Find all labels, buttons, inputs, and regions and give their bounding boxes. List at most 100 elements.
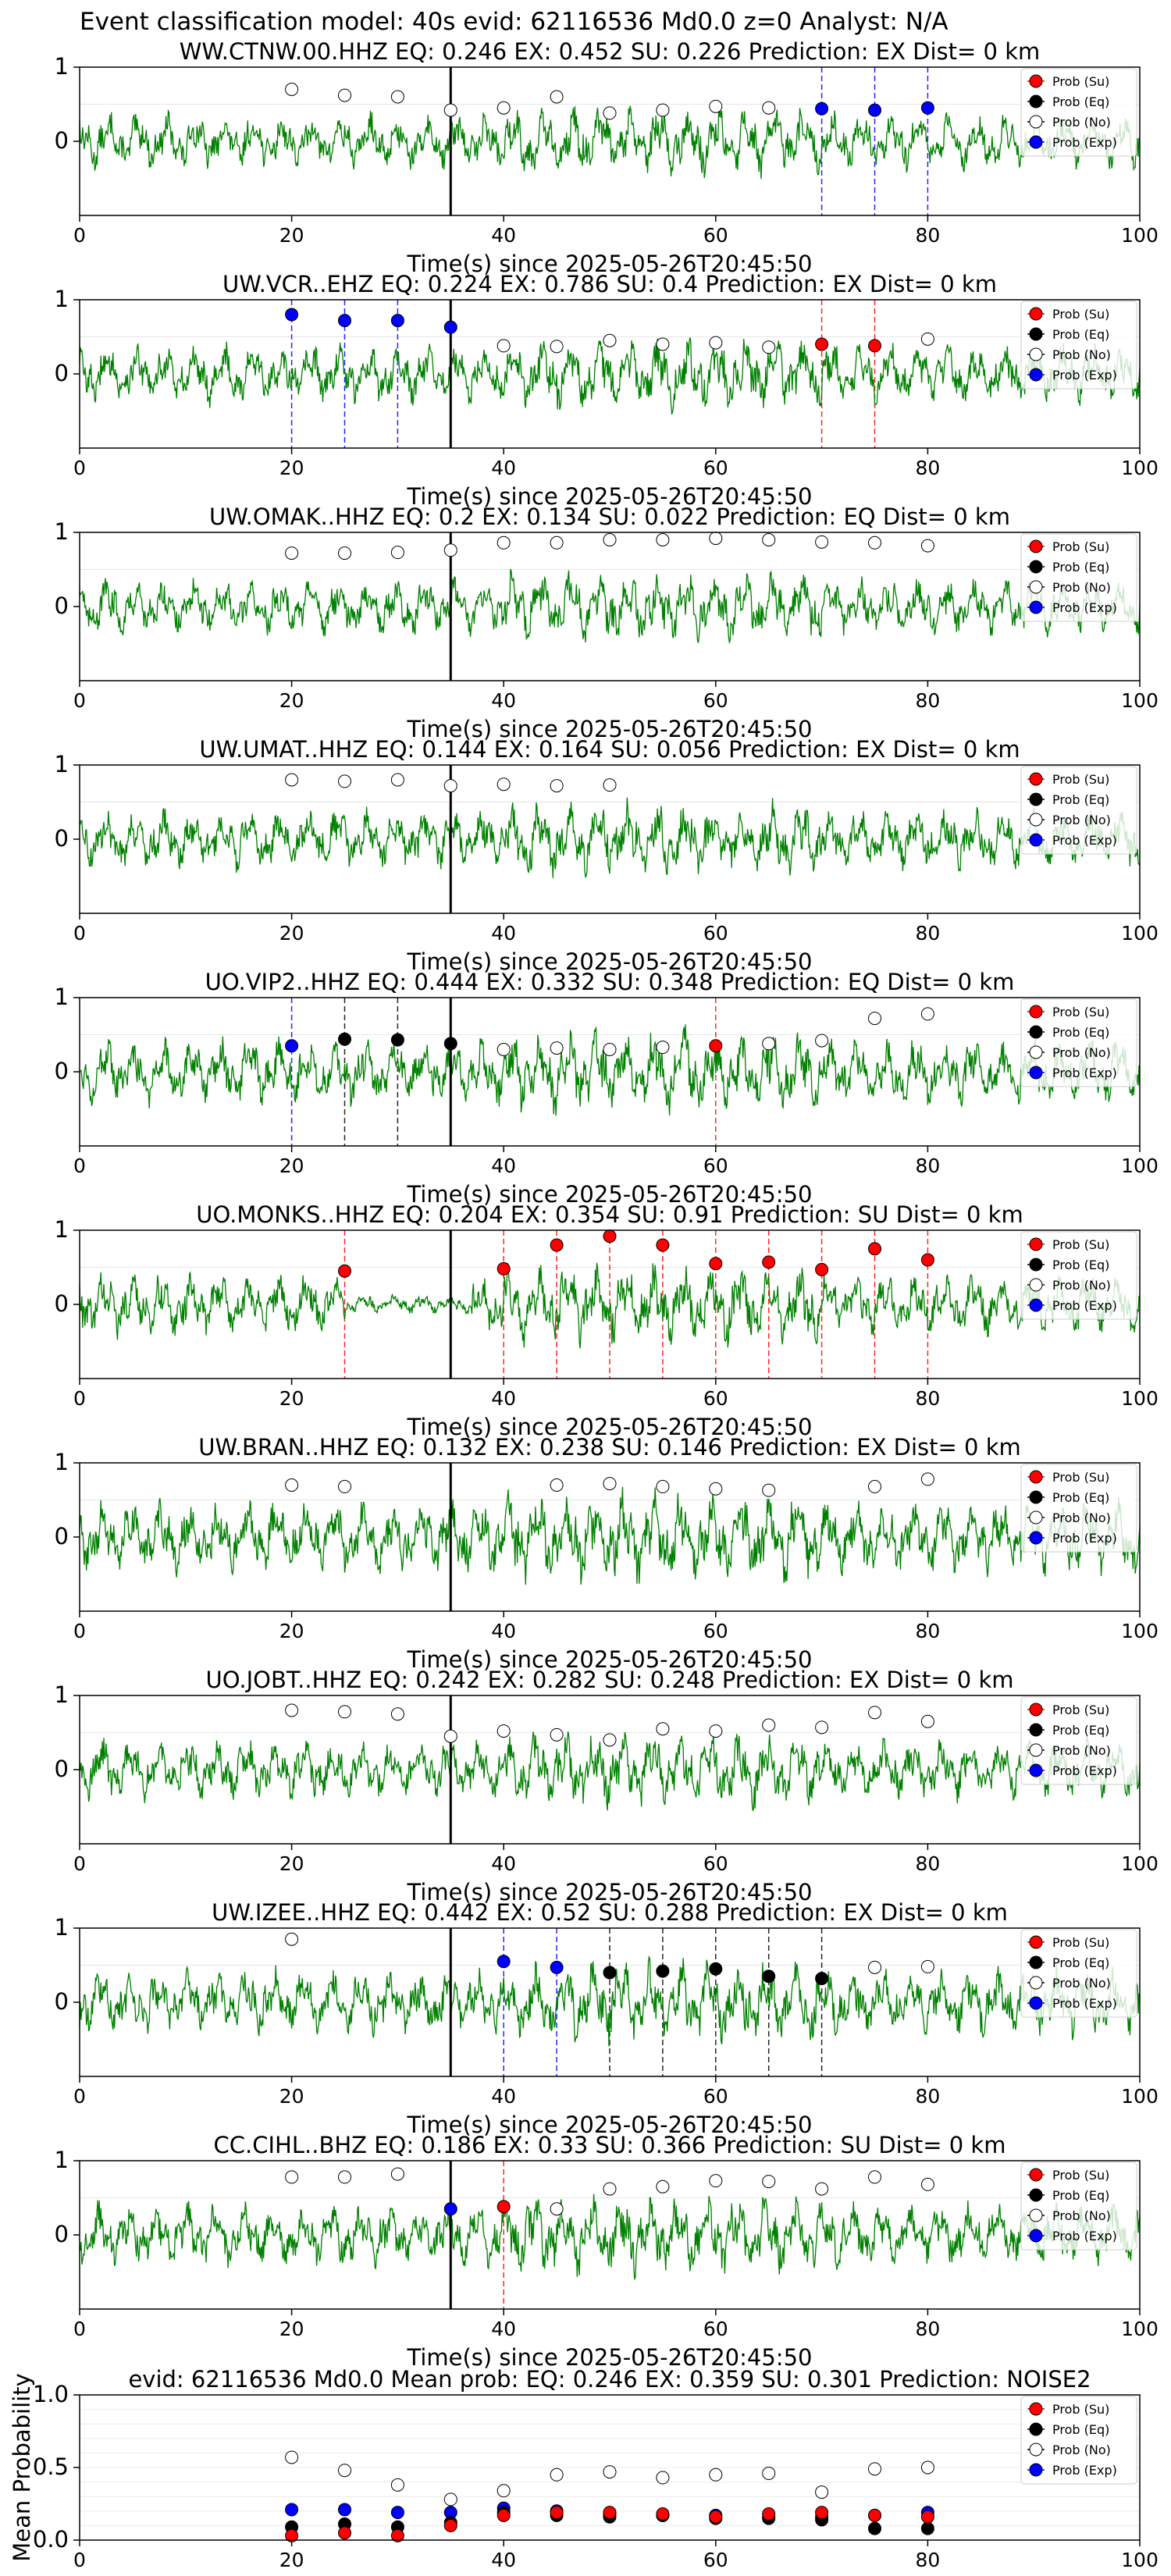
- x-tick-label: 80: [915, 457, 940, 479]
- x-tick-label: 40: [491, 457, 516, 479]
- prob-marker-su: [338, 1264, 351, 1278]
- prob-marker-exp: [443, 2202, 457, 2216]
- legend-marker-exp: [1029, 600, 1043, 614]
- prob-marker-no: [338, 546, 351, 560]
- x-axis-label: Time(s) since 2025-05-26T20:45:50: [407, 2112, 813, 2138]
- axes-frame: [79, 997, 1141, 1147]
- x-tick-label: 0: [73, 1155, 86, 1177]
- mean-marker-su: [762, 2507, 776, 2521]
- x-axis-label: Time(s) since 2025-05-26T20:45:50: [407, 2344, 813, 2371]
- mean-marker-no: [443, 2492, 457, 2507]
- x-tick-label: 40: [491, 689, 516, 712]
- x-tick-label: 20: [279, 922, 304, 945]
- legend-marker-exp: [1029, 1298, 1043, 1312]
- mean-marker-su: [550, 2506, 564, 2520]
- legend-label-no: Prob (No): [1052, 2208, 1111, 2223]
- prob-marker-no: [550, 340, 564, 354]
- legend-marker-su: [1029, 307, 1043, 321]
- prob-marker-no: [762, 1483, 776, 1497]
- mean-marker-exp: [390, 2506, 404, 2520]
- legend-marker-su: [1029, 1703, 1043, 1717]
- y-tick-label: 0: [55, 1988, 69, 2015]
- x-axis-label: Time(s) since 2025-05-26T20:45:50: [407, 251, 813, 277]
- prob-marker-no: [815, 2182, 829, 2196]
- prob-marker-no: [550, 779, 564, 793]
- legend-label-no: Prob (No): [1052, 1976, 1111, 1991]
- legend-marker-exp: [1029, 833, 1043, 847]
- prob-marker-no: [550, 1041, 564, 1055]
- axes-frame: [79, 2394, 1141, 2541]
- prob-marker-no: [497, 1724, 511, 1738]
- legend-marker-no: [1029, 1045, 1043, 1059]
- x-tick-label: 40: [491, 922, 516, 945]
- panel-title: UW.IZEE..HHZ EQ: 0.442 EX: 0.52 SU: 0.28…: [212, 1899, 1008, 1926]
- legend-marker-eq: [1029, 1025, 1043, 1039]
- legend-box: [1020, 766, 1137, 855]
- mean-marker-su: [497, 2508, 511, 2522]
- legend-label-su: Prob (Su): [1052, 1935, 1109, 1950]
- legend-label-eq: Prob (Eq): [1052, 2188, 1109, 2203]
- prob-marker-eq: [709, 1962, 723, 1976]
- legend: Prob (Su) Prob (Eq) Prob (No) Prob (Exp): [1020, 766, 1137, 855]
- prob-marker-su: [709, 1257, 723, 1271]
- legend-marker-su: [1029, 2168, 1043, 2182]
- legend-marker-no: [1029, 1743, 1043, 1757]
- x-tick-label: 40: [491, 2318, 516, 2340]
- prob-marker-no: [656, 1722, 670, 1736]
- waveform-panel-5: UO.VIP2..HHZ EQ: 0.444 EX: 0.332 SU: 0.3…: [55, 969, 1159, 1208]
- panel-title: UW.OMAK..HHZ EQ: 0.2 EX: 0.134 SU: 0.022…: [209, 503, 1010, 530]
- panel-title: UO.VIP2..HHZ EQ: 0.444 EX: 0.332 SU: 0.3…: [205, 969, 1015, 995]
- legend-marker-eq: [1029, 2422, 1043, 2436]
- panel-title: UW.BRAN..HHZ EQ: 0.132 EX: 0.238 SU: 0.1…: [198, 1434, 1021, 1461]
- waveform-panel-2: UW.VCR..EHZ EQ: 0.224 EX: 0.786 SU: 0.4 …: [55, 271, 1159, 510]
- x-tick-label: 0: [73, 1387, 86, 1410]
- waveform-panel-3: UW.OMAK..HHZ EQ: 0.2 EX: 0.134 SU: 0.022…: [55, 503, 1159, 742]
- legend-label-exp: Prob (Exp): [1052, 1763, 1117, 1778]
- x-tick-label: 100: [1121, 1852, 1159, 1875]
- legend-label-no: Prob (No): [1052, 347, 1111, 362]
- legend-label-no: Prob (No): [1052, 115, 1111, 130]
- waveform-panel-4: UW.UMAT..HHZ EQ: 0.144 EX: 0.164 SU: 0.0…: [55, 736, 1159, 975]
- x-tick-label: 60: [703, 2085, 728, 2108]
- legend-marker-no: [1029, 1510, 1043, 1525]
- prob-marker-no: [920, 1472, 934, 1486]
- legend-label-eq: Prob (Eq): [1052, 327, 1109, 342]
- mean-marker-no: [762, 2466, 776, 2480]
- prob-marker-no: [868, 1960, 881, 1974]
- legend-marker-exp: [1029, 1531, 1043, 1545]
- legend-marker-eq: [1029, 560, 1043, 574]
- mean-marker-no: [868, 2462, 881, 2476]
- y-tick-label: 1: [55, 1216, 69, 1243]
- legend: Prob (Su) Prob (Eq) Prob (No) Prob (Exp): [1020, 1696, 1137, 1785]
- waveform-trace: [79, 797, 1141, 878]
- y-tick-label: 1: [55, 984, 69, 1010]
- waveform-trace: [79, 105, 1141, 180]
- prob-marker-no: [550, 1478, 564, 1492]
- x-tick-label: 60: [703, 457, 728, 479]
- x-tick-label: 60: [703, 1387, 728, 1410]
- legend-box: [1020, 2396, 1137, 2485]
- prob-marker-no: [338, 1705, 351, 1719]
- prob-marker-no: [285, 1932, 299, 1946]
- legend-label-eq: Prob (Eq): [1052, 1490, 1109, 1505]
- mean-marker-su: [656, 2507, 670, 2521]
- prob-marker-exp: [443, 320, 457, 334]
- y-tick-label: 0.0: [33, 2526, 69, 2553]
- prob-marker-eq: [390, 1033, 404, 1047]
- prob-marker-exp: [285, 1039, 299, 1053]
- prob-marker-su: [868, 1242, 881, 1256]
- legend-label-exp: Prob (Exp): [1052, 600, 1117, 615]
- prob-marker-no: [443, 779, 457, 793]
- prob-marker-exp: [338, 314, 351, 328]
- prob-marker-no: [709, 336, 723, 350]
- axes-frame: [79, 532, 1141, 681]
- waveform-panel-8: UO.JOBT..HHZ EQ: 0.242 EX: 0.282 SU: 0.2…: [55, 1667, 1159, 1905]
- prob-marker-no: [550, 2202, 564, 2216]
- x-tick-label: 60: [703, 922, 728, 945]
- legend-label-no: Prob (No): [1052, 1510, 1111, 1525]
- legend-label-su: Prob (Su): [1052, 539, 1109, 554]
- x-tick-label: 100: [1121, 457, 1159, 479]
- prob-marker-su: [868, 339, 881, 353]
- legend-label-no: Prob (No): [1052, 1743, 1111, 1758]
- mean-marker-exp: [338, 2503, 351, 2517]
